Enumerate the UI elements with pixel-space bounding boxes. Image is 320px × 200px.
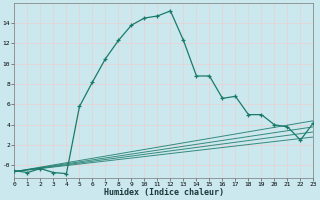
X-axis label: Humidex (Indice chaleur): Humidex (Indice chaleur) [104, 188, 224, 197]
